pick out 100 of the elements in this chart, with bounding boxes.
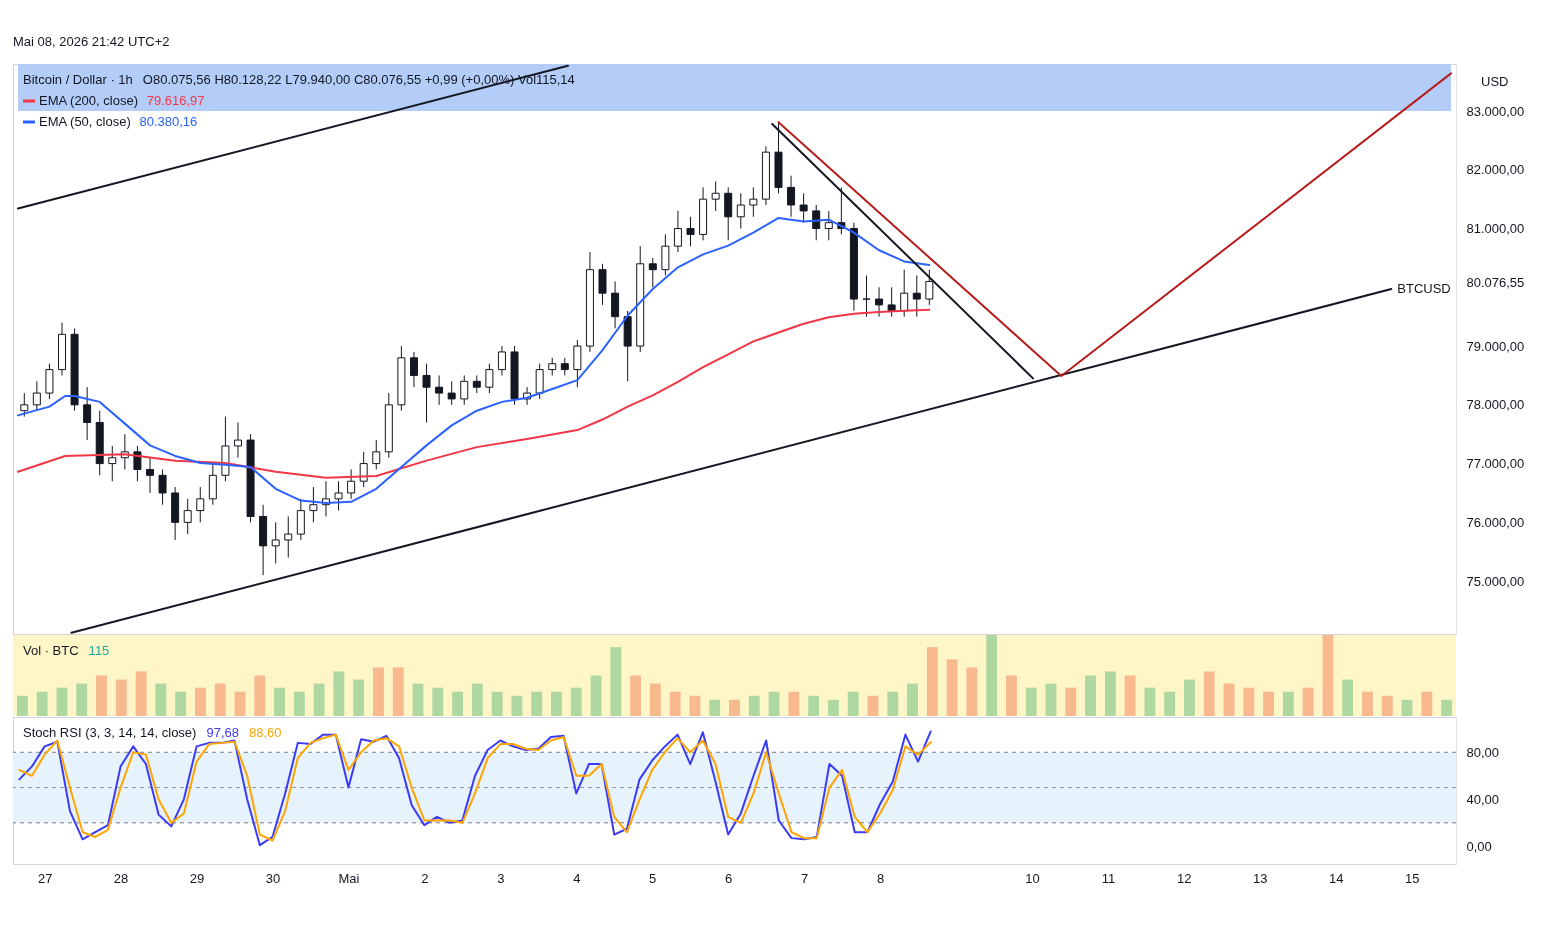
- candlestick: [32, 380, 41, 412]
- x-tick-label: 3: [497, 870, 505, 886]
- y-tick-label: 80,00: [1466, 744, 1500, 760]
- y-tick-label: 78.000,00: [1466, 397, 1525, 413]
- y-tick-label: 40,00: [1466, 791, 1500, 807]
- bar: [511, 695, 523, 716]
- chart-subtitle: Mai 08, 2026 21:42 UTC+2: [13, 34, 170, 49]
- annotation: 79.616,97: [146, 93, 205, 108]
- bar: [373, 667, 384, 716]
- candlestick: [497, 345, 506, 376]
- bar: [313, 683, 325, 716]
- bar: [353, 679, 365, 716]
- bar: [610, 647, 622, 716]
- candlestick: [749, 186, 758, 218]
- y-tick-label: 82.000,00: [1466, 162, 1525, 178]
- y-tick-label: 80.076,55: [1466, 275, 1525, 291]
- bar: [768, 691, 780, 716]
- bar: [827, 699, 839, 716]
- candlestick: [45, 363, 54, 400]
- bar: [1342, 679, 1354, 716]
- annotation: O80.075,56 H80.128,22 L79.940,00 C80.076,55 +0,99 (+0,00%) Vol115,14: [142, 72, 575, 87]
- candlestick: [598, 263, 607, 306]
- bar: [76, 683, 88, 716]
- candlestick: [648, 257, 657, 288]
- candlestick: [787, 175, 796, 218]
- bar: [867, 695, 879, 716]
- bar: [155, 683, 167, 716]
- bar: [432, 687, 444, 716]
- candlestick: [409, 351, 418, 388]
- x-tick-label: 8: [876, 870, 885, 886]
- candlestick: [661, 233, 670, 277]
- y-tick-label: 75.000,00: [1466, 573, 1525, 589]
- candlestick: [359, 451, 368, 488]
- candlestick: [271, 521, 280, 564]
- candlestick: [372, 439, 381, 470]
- bar: [1203, 671, 1215, 716]
- legend-label: EMA (200, close): [39, 93, 138, 108]
- bar: [1441, 699, 1453, 716]
- x-tick-label: 11: [1101, 870, 1116, 886]
- bar: [847, 691, 859, 716]
- bar: [1401, 699, 1413, 716]
- x-tick-label: 4: [573, 870, 581, 886]
- candlestick: [535, 363, 544, 400]
- bar: [1282, 691, 1294, 716]
- bar: [214, 683, 226, 716]
- bar: [16, 695, 28, 716]
- x-tick-label: 13: [1253, 870, 1268, 886]
- y-axis-title: USD: [1481, 74, 1509, 89]
- candlestick: [573, 339, 582, 388]
- annotation: 80.380,16: [139, 114, 198, 129]
- bar: [887, 691, 899, 716]
- bar: [1144, 687, 1156, 716]
- y-tick-label: 83.000,00: [1466, 103, 1525, 119]
- candlestick: [133, 445, 142, 482]
- candlestick: [824, 210, 833, 241]
- candlestick: [799, 192, 808, 224]
- x-tick-label: 12: [1177, 870, 1192, 886]
- y-tick-label: 79.000,00: [1466, 338, 1525, 354]
- candlestick: [875, 286, 884, 318]
- annotation: 88,60: [248, 725, 282, 740]
- bar: [808, 695, 820, 716]
- bar: [649, 683, 661, 716]
- candlestick: [812, 204, 821, 241]
- candlestick: [435, 374, 444, 406]
- bar: [926, 647, 938, 716]
- candlestick: [309, 486, 318, 523]
- legend-label: EMA (50, close): [39, 114, 131, 129]
- bar: [452, 691, 464, 716]
- x-tick-label: 30: [265, 870, 281, 886]
- bar: [471, 683, 483, 716]
- y-tick-label: 77.000,00: [1466, 456, 1525, 472]
- bar: [1164, 691, 1176, 716]
- bar: [175, 691, 187, 716]
- bar: [1223, 683, 1235, 716]
- bar: [788, 691, 800, 716]
- bar: [689, 695, 701, 716]
- bar: [1045, 683, 1057, 716]
- y-tick-label: 0,00: [1466, 838, 1492, 854]
- candlestick: [347, 468, 356, 500]
- bar: [194, 687, 206, 716]
- bar: [234, 691, 246, 716]
- x-tick-label: 28: [113, 870, 129, 886]
- bar: [531, 691, 543, 716]
- candlestick: [887, 286, 896, 318]
- bar: [1025, 687, 1037, 716]
- bar: [1362, 691, 1373, 716]
- candlestick: [736, 192, 745, 230]
- bar: [135, 671, 147, 716]
- candlestick: [447, 380, 456, 406]
- bar: [274, 687, 285, 716]
- x-tick-label: 14: [1329, 870, 1344, 886]
- text: Vol · BTC: [23, 643, 79, 658]
- x-tick-label: 10: [1025, 870, 1040, 886]
- x-tick-label: 27: [37, 870, 53, 886]
- annotation: BTCUSD: [1397, 281, 1451, 297]
- candlestick: [862, 275, 871, 318]
- x-tick-label: 7: [801, 870, 809, 886]
- bar: [986, 635, 998, 716]
- bar: [907, 683, 918, 716]
- text: Bitcoin / Dollar · 1h: [23, 72, 133, 87]
